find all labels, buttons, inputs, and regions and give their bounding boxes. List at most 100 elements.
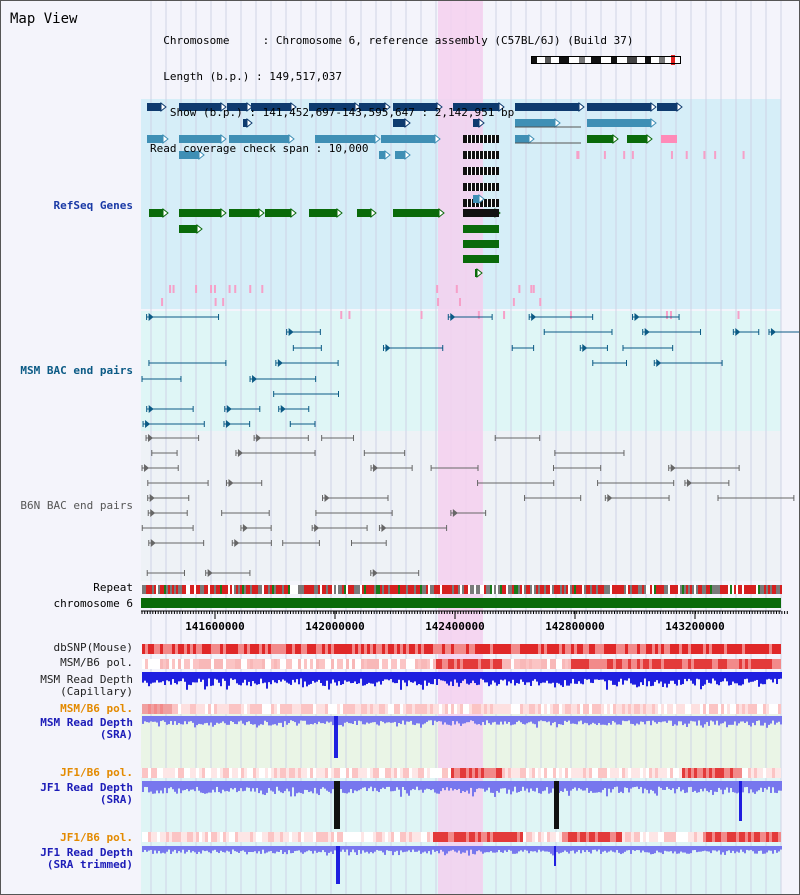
track-label-jf1-b6-pol-2[interactable]: JF1/B6 pol. [60,831,133,844]
heat-cell [205,768,208,778]
depth-bar [326,846,328,856]
depth-bar [704,781,706,789]
depth-bar [466,716,468,723]
heat-cell [241,659,244,669]
depth-bar [322,672,324,686]
track-label-repeat[interactable]: Repeat [93,581,133,594]
depth-bar [760,716,762,726]
depth-bar [634,672,636,685]
heat-cell [436,768,439,778]
heat-cell [394,832,397,842]
depth-bar [650,781,652,790]
depth-bar [628,716,630,721]
track-label-jf1-depth-trimmed[interactable]: JF1 Read Depth (SRA trimmed) [40,846,133,871]
repeat-element [284,585,286,594]
depth-bar [764,781,766,788]
heat-cell [526,659,529,669]
heat-cell [307,768,310,778]
heat-cell [520,704,523,714]
heat-cell [262,659,265,669]
b6n-bac-pair [145,434,200,442]
track-label-msm-b6-pol[interactable]: MSM/B6 pol. [60,656,133,669]
msm-bac-pair [631,313,680,321]
depth-bar [646,672,648,687]
depth-bar [248,846,250,852]
track-label-msm-depth-sra[interactable]: MSM Read Depth (SRA) [40,716,133,741]
depth-bar [658,846,660,853]
heat-cell [637,832,640,842]
heat-cell [646,704,649,714]
track-label-jf1-depth-sra[interactable]: JF1 Read Depth (SRA) [40,781,133,806]
depth-bar [520,716,522,723]
heat-cell [469,704,472,714]
depth-bar [358,846,360,850]
heat-cell [232,644,235,654]
heat-cell [499,659,502,669]
track-label-chromosome[interactable]: chromosome 6 [53,597,133,610]
depth-bar [654,672,656,682]
depth-bar [692,781,694,792]
repeat-element [666,585,668,594]
depth-bar [198,846,200,852]
depth-bar [280,672,282,682]
depth-bar [380,716,382,722]
depth-bar [736,781,738,794]
depth-bar [376,716,378,725]
depth-bar [174,781,176,792]
heat-cell [175,659,178,669]
msm-bac-pair [273,391,339,397]
heat-cell [361,768,364,778]
depth-bar [708,672,710,683]
depth-bar [706,846,708,852]
depth-bar [352,672,354,683]
bac-arrow-icon [234,539,240,547]
depth-bar [334,672,336,683]
gene-arrow-icon [246,101,253,113]
heat-cell [289,768,292,778]
depth-bar [454,672,456,680]
depth-bar [210,846,212,854]
track-label-msm-bac[interactable]: MSM BAC end pairs [20,364,133,377]
depth-bar [302,781,304,794]
track-label-b6n-bac[interactable]: B6N BAC end pairs [20,499,133,512]
track-label-msm-b6-pol-2[interactable]: MSM/B6 pol. [60,702,133,715]
depth-bar [780,781,782,791]
heat-cell [478,768,481,778]
depth-bar [664,846,666,851]
depth-bar [462,846,464,853]
heat-cell [613,832,616,842]
depth-bar [496,781,498,791]
b6n-bac-pair [604,494,670,502]
heat-cell [679,832,682,842]
heat-cell [184,644,187,654]
heat-cell [487,704,490,714]
depth-bar [256,781,258,788]
heat-cell [601,659,604,669]
depth-bar [628,672,630,679]
track-label-msm-depth-capillary[interactable]: MSM Read Depth (Capillary) [40,673,133,698]
depth-bar [350,781,352,789]
track-label-dbsnp[interactable]: dbSNP(Mouse) [53,641,133,654]
repeat-element [664,585,666,594]
heat-cell [187,768,190,778]
depth-bar [674,716,676,725]
depth-bar [348,716,350,724]
heat-cell [709,704,712,714]
chromosome-ideogram[interactable] [531,54,683,66]
heat-cell [742,704,745,714]
heat-cell [400,832,403,842]
depth-bar [444,716,446,723]
depth-bar [262,716,264,725]
depth-bar [168,672,170,682]
depth-bar [154,672,156,683]
axis-tick-label: 142400000 [425,620,485,633]
heat-cell [685,659,688,669]
depth-bar [216,672,218,680]
repeat-element [556,585,558,594]
depth-bar [314,846,316,851]
track-label-jf1-b6-pol[interactable]: JF1/B6 pol. [60,766,133,779]
track-label-refseq[interactable]: RefSeq Genes [53,199,133,212]
heat-cell [232,704,235,714]
repeat-element [326,585,328,594]
